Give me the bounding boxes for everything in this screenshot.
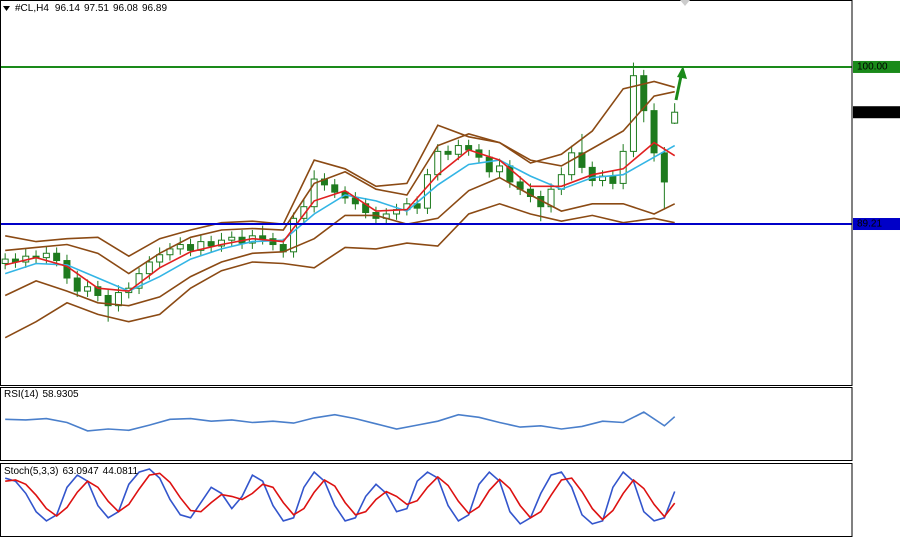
price-box-label: 89.21	[857, 219, 882, 230]
stoch-d-value: 44.0811	[103, 466, 139, 477]
candle-body	[176, 244, 184, 250]
price-box	[853, 218, 900, 231]
indicator-line	[4, 468, 676, 525]
indicator-line	[4, 202, 675, 339]
open: 96.14	[55, 3, 80, 14]
candle-body	[660, 152, 668, 183]
arrow-shaft	[674, 75, 683, 101]
arrow-head	[677, 66, 687, 79]
rsi-name: RSI(14)	[4, 389, 38, 400]
candle-body	[166, 248, 174, 256]
indicator-line	[4, 176, 676, 307]
candle-body	[578, 152, 586, 168]
current-price-label: 96.89	[857, 107, 882, 118]
candle-body	[300, 206, 308, 219]
stoch-name: Stoch(5,3,3)	[4, 466, 58, 477]
candle-body	[568, 152, 576, 176]
candle-body	[650, 110, 658, 154]
price-box	[853, 60, 900, 73]
stoch-pane-frame	[0, 463, 853, 537]
candle-body	[444, 150, 452, 155]
candle-body	[496, 165, 504, 173]
indicator-line	[5, 472, 676, 521]
candle-body	[434, 150, 442, 176]
indicator-line	[5, 80, 675, 258]
candle-body	[94, 286, 102, 296]
candle-body	[187, 244, 195, 251]
candle-body	[207, 241, 215, 247]
stoch-k-value: 63.0947	[62, 466, 99, 477]
candle-body	[1, 258, 9, 264]
candle-body	[104, 294, 112, 307]
rsi-value: 58.9305	[42, 389, 79, 400]
candle-body	[217, 239, 225, 247]
candle-body	[42, 252, 50, 259]
candle-body	[485, 156, 493, 173]
candle-body	[671, 111, 679, 124]
up-arrow	[674, 66, 687, 101]
rsi-title: RSI(14) 58.9305	[4, 389, 79, 400]
candle-body	[53, 252, 61, 262]
candle-body	[454, 145, 462, 155]
menu-triangle[interactable]	[3, 6, 10, 11]
candle-body	[63, 260, 71, 279]
close: 96.89	[142, 3, 167, 14]
indicator-line	[5, 141, 676, 292]
price-axis: 100.00 89.21 96.89	[853, 60, 900, 231]
candle-body	[84, 286, 92, 292]
candle-body	[629, 75, 637, 152]
candle-body	[114, 292, 122, 307]
main-pane-frame	[0, 0, 853, 386]
candle-body	[145, 261, 153, 275]
scroll-marker	[680, 0, 690, 6]
marks	[0, 62, 852, 525]
high: 97.51	[84, 3, 109, 14]
current-price-box	[853, 106, 900, 119]
candle-body	[640, 75, 648, 112]
indicator-line	[5, 90, 675, 275]
candle-body	[331, 184, 339, 193]
low: 96.08	[113, 3, 138, 14]
stoch-title: Stoch(5,3,3) 63.0947 44.0811	[4, 466, 138, 477]
candle-body	[73, 277, 81, 292]
indicator-line	[5, 411, 676, 432]
candle-body	[259, 235, 267, 240]
symbol: #CL,H4	[15, 3, 49, 14]
price-box-label: 100.00	[857, 62, 888, 73]
candle-body	[197, 241, 205, 251]
rsi-pane-frame	[0, 387, 853, 461]
candle-body	[619, 150, 627, 184]
candle-body	[310, 178, 318, 208]
candle-body	[228, 236, 236, 241]
candle-body	[547, 188, 555, 208]
indicator-line	[4, 144, 676, 292]
candle-body	[609, 175, 617, 184]
candle-body	[156, 254, 164, 263]
chart-header: #CL,H4 96.14 97.51 96.08 96.89	[15, 3, 167, 14]
